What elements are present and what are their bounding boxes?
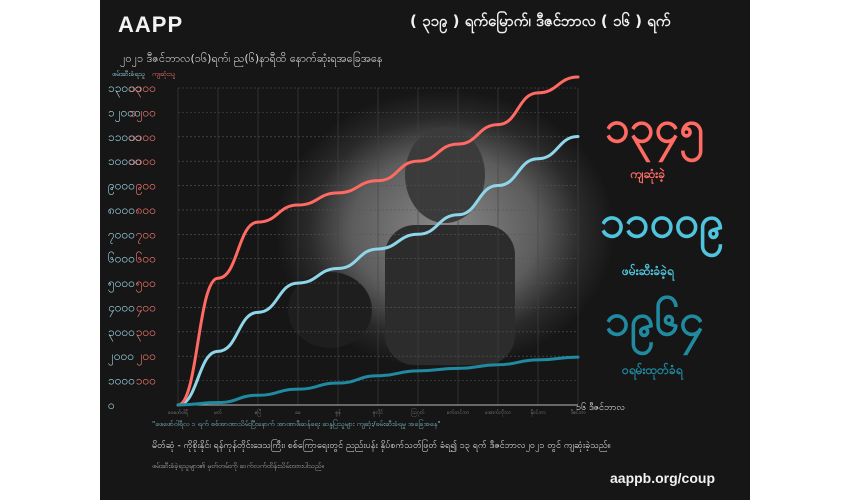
caption-subnote: ဖမ်းဆီးခံခဲ့ရသူများ၏ မှတ်တမ်းကို ဆက်လက်ထ… xyxy=(152,462,324,470)
y-tick-arrested: ၀ xyxy=(108,398,115,412)
stat-arrested-label: ဖမ်းဆီးခံခဲ့ရ xyxy=(622,264,674,278)
y-tick-killed: ၃၀၀ xyxy=(136,325,156,342)
x-tick-label: ဇူလိုင် xyxy=(373,410,384,416)
y-tick-arrested: ၂၀၀၀ xyxy=(108,349,134,366)
portrait-photo xyxy=(275,90,615,370)
x-axis-ticks: ဖေဖော်ဝါရီ မတ် ဧပြီ မေ ဇွန် ဇူလိုင် ဩဂုတ် စက်တင… xyxy=(168,409,585,416)
y-tick-arrested: ၁၁၀၀၀ xyxy=(108,130,142,144)
y-tick-arrested: ၈၀၀၀ xyxy=(108,203,135,217)
y-tick-arrested: ၁၀၀၀ xyxy=(108,374,135,388)
x-tick-label: ဩဂုတ် xyxy=(411,409,426,416)
x-tick-label: မေ xyxy=(295,410,302,416)
chart-grid xyxy=(177,87,579,406)
x-tick-label: ဇွန် xyxy=(335,410,341,416)
x-axis-end-label: ၁၆ ဒီဇင်ဘာလ xyxy=(576,403,625,413)
website-link[interactable]: aappb.org/coup xyxy=(610,470,715,486)
x-tick-label: ဒီဇင်ဘာ xyxy=(570,410,586,416)
caption-note: မိတ်ဆုံ - ကိုစိုးနိုင်၊ ရန်ကုန်တိုင်းဒေသ… xyxy=(152,441,611,451)
y-tick-arrested: ၉၀၀၀ xyxy=(108,179,135,196)
y-tick-killed: ၂၀၀ xyxy=(137,349,156,366)
stat-killed-value: ၁၃၄၅ xyxy=(605,102,704,153)
stat-killed-label: ကျဆုံးခဲ့ xyxy=(630,167,666,181)
y-tick-killed: ၁၀၀၀ xyxy=(129,154,156,168)
y-tick-killed: ၁၁၀၀ xyxy=(129,130,156,144)
x-tick-label: နိုဝင်ဘာ xyxy=(530,410,546,416)
y-tick-killed: ၉၀၀ xyxy=(136,179,156,196)
y-tick-arrested: ၆၀၀၀ xyxy=(108,251,135,266)
x-tick-label: မတ် xyxy=(214,410,223,416)
y-tick-arrested: ၁၀၀၀၀ xyxy=(108,154,142,168)
chart-series xyxy=(176,75,580,407)
footnote: "ဖေဖော်ဝါရီလ ၁ ရက် စစ်အာဏာသိမ်းပြီးနောက်… xyxy=(152,420,441,428)
series-line xyxy=(176,75,580,407)
y-tick-killed: ၅၀၀ xyxy=(136,276,156,293)
y-tick-arrested: ၄၀၀၀ xyxy=(108,300,135,317)
chart-subtitle: ၂၀၂၁ ဒီဇင်ဘာလ(၁၆)ရက်၊ ည(၆)နာရီထိ နောက်ဆု… xyxy=(120,52,383,65)
y-tick-killed: ၁၀၀ xyxy=(136,374,156,388)
x-tick-label: အောက်တိုဘာ xyxy=(485,410,511,416)
infographic-card: AAPP ( ၃၁၉ ) ရက်မြောက်၊ ဒီဇင်ဘာလ ( ၁၆ ) … xyxy=(100,0,750,500)
y-tick-arrested: ၃၀၀၀ xyxy=(108,325,135,342)
x-tick-label: ဧပြီ xyxy=(255,409,262,416)
y-tick-arrested: ၅၀၀၀ xyxy=(108,276,135,293)
stat-detained-label: ဝရမ်းထုတ်ခံရ xyxy=(622,363,683,377)
x-tick-label: စက်တင်ဘာ xyxy=(447,410,469,416)
legend-killed: ကျဆုံးသူ xyxy=(152,70,176,78)
y-tick-killed: ၁၃၀၀ xyxy=(129,81,156,98)
y-tick-arrested: ၁၃၀၀၀ xyxy=(108,81,142,98)
y-tick-arrested: ၇၀၀၀ xyxy=(108,227,135,244)
stat-arrested-value: ၁၁၀၀၉ xyxy=(600,197,724,248)
page-header: ( ၃၁၉ ) ရက်မြောက်၊ ဒီဇင်ဘာလ ( ၁၆ ) ရက် xyxy=(410,12,671,30)
x-tick-label: ဖေဖော်ဝါရီ xyxy=(168,410,189,416)
y-tick-killed: ၆၀၀ xyxy=(136,251,156,266)
brand-logo: AAPP xyxy=(118,12,184,37)
y-tick-arrested: ၁၂၀၀၀ xyxy=(108,105,141,122)
stat-detained-value: ၁၉၆၄ xyxy=(605,295,704,346)
y-tick-killed: ၁၂၀၀ xyxy=(130,105,156,122)
y-tick-killed: ၇၀၀ xyxy=(136,227,156,244)
legend-arrested: ဖမ်းဆီးခံရသူ xyxy=(112,70,146,78)
y-tick-killed: ၄၀၀ xyxy=(136,300,156,317)
y-tick-killed: ၈၀၀ xyxy=(136,203,156,217)
